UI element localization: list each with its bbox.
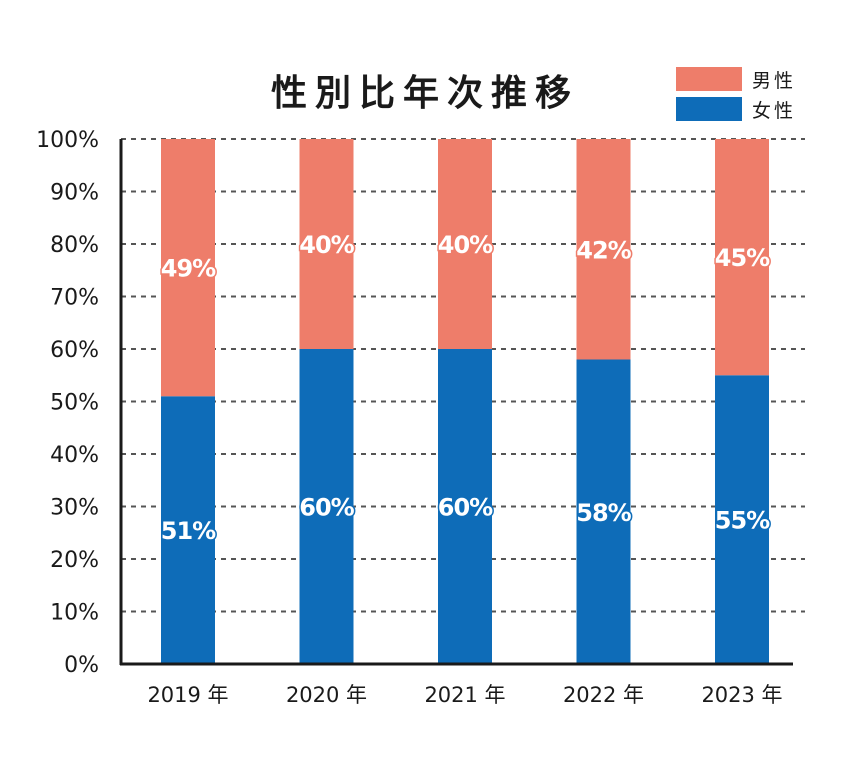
y-tick-label: 70%: [50, 286, 99, 311]
bar-female: [438, 349, 492, 664]
x-tick-label: 2021 年: [424, 683, 505, 707]
chart-title: 性別比年次推移: [271, 73, 579, 114]
x-tick-label: 2019 年: [147, 683, 228, 707]
y-tick-label: 80%: [50, 233, 99, 258]
data-label-male: 40%: [438, 231, 493, 259]
legend-swatch: [676, 97, 742, 121]
bar-female: [299, 349, 354, 664]
legend-swatch: [676, 67, 742, 91]
x-tick-label: 2022 年: [563, 683, 644, 707]
data-label-male: 40%: [299, 231, 354, 259]
bar-male: [576, 139, 631, 360]
y-tick-label: 40%: [50, 443, 99, 468]
data-label-female: 60%: [299, 494, 354, 522]
bar-female: [715, 375, 769, 664]
bar-female: [576, 359, 631, 664]
y-tick-label: 60%: [50, 338, 99, 363]
data-label-female: 51%: [161, 517, 216, 545]
data-label-female: 60%: [438, 494, 493, 522]
data-label-male: 49%: [161, 255, 216, 283]
bar-male: [438, 139, 492, 349]
x-tick-label: 2020 年: [286, 683, 367, 707]
y-tick-label: 90%: [50, 181, 99, 206]
y-tick-label: 100%: [36, 128, 99, 153]
y-tick-label: 20%: [50, 548, 99, 573]
y-tick-label: 30%: [50, 496, 99, 521]
y-tick-label: 0%: [64, 653, 99, 678]
data-label-male: 45%: [715, 244, 770, 272]
legend-label: 男性: [752, 70, 796, 92]
data-label-female: 58%: [576, 499, 631, 527]
data-label-male: 42%: [576, 236, 631, 264]
bar-female: [161, 396, 215, 664]
y-tick-label: 50%: [50, 391, 99, 416]
data-label-female: 55%: [715, 507, 770, 535]
bar-male: [299, 139, 354, 349]
y-tick-label: 10%: [50, 601, 99, 626]
x-tick-label: 2023 年: [701, 683, 782, 707]
legend-label: 女性: [752, 100, 796, 122]
bar-male: [715, 139, 769, 376]
bar-male: [161, 139, 215, 397]
